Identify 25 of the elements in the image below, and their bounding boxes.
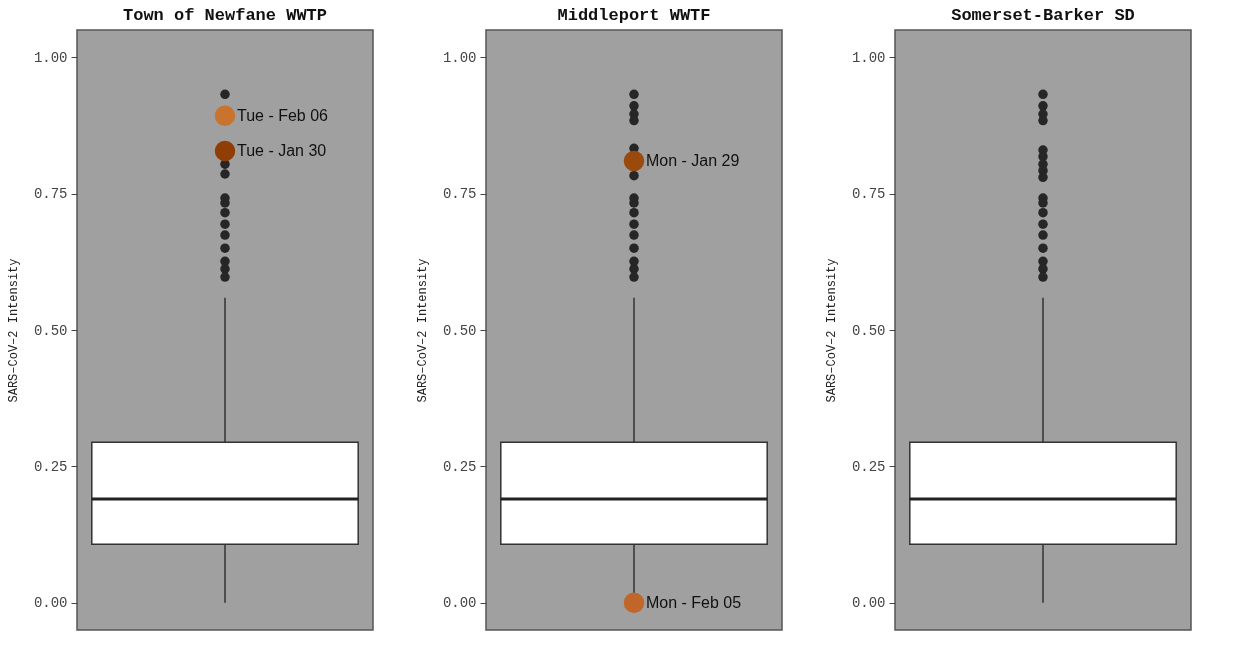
y-axis-title: SARS–CoV–2 Intensity — [415, 258, 430, 403]
annotation: Mon - Jan 29 — [646, 151, 740, 169]
y-tick-label: 0.00 — [442, 595, 477, 612]
y-tick-label: 0.00 — [851, 595, 886, 612]
y-tick-label: 0.25 — [33, 458, 68, 475]
y-tick-label: 0.00 — [33, 595, 68, 612]
y-tick-label: 0.75 — [33, 186, 68, 203]
y-tick-label: 0.50 — [851, 322, 886, 339]
y-tick-label: 0.75 — [442, 186, 477, 203]
y-tick-label: 0.25 — [851, 458, 886, 475]
annotation: Mon - Feb 05 — [646, 593, 742, 611]
y-tick-label: 1.00 — [33, 49, 68, 66]
y-tick-label: 1.00 — [851, 49, 886, 66]
y-axis-title: SARS–CoV–2 Intensity — [824, 258, 839, 403]
chart-title: Town of Newfane WWTP — [122, 6, 328, 25]
y-tick-label: 0.25 — [442, 458, 477, 475]
chart-title: Middleport WWTF — [557, 6, 711, 25]
annotation: Tue - Jan 30 — [237, 142, 327, 160]
y-tick-label: 0.50 — [33, 322, 68, 339]
y-tick-label: 0.75 — [851, 186, 886, 203]
y-tick-label: 1.00 — [442, 49, 477, 66]
y-axis-title: SARS–CoV–2 Intensity — [6, 258, 21, 403]
y-tick-label: 0.50 — [442, 322, 477, 339]
chart-title: Somerset-Barker SD — [951, 6, 1135, 25]
annotation: Tue - Feb 06 — [237, 106, 329, 124]
